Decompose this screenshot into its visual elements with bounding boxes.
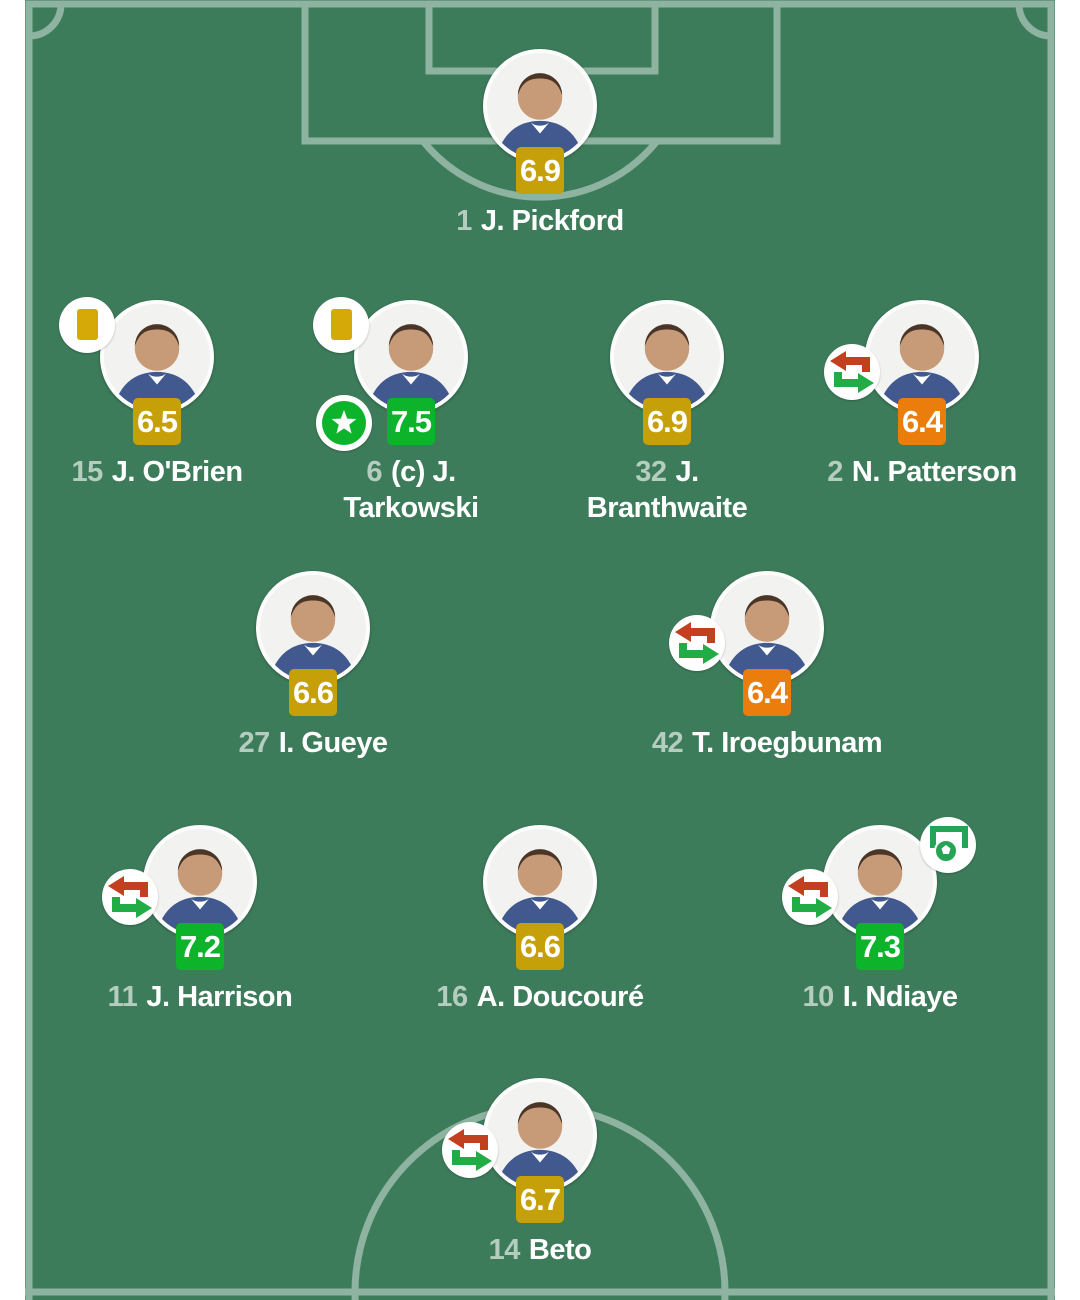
rating-badge: 7.3 (856, 923, 904, 970)
player-name: 11 J. Harrison (70, 979, 330, 1015)
rating-badge: 6.6 (289, 669, 337, 716)
rating-badge: 7.5 (387, 398, 435, 445)
player-card[interactable]: 6.7 14 Beto (410, 1078, 670, 1268)
player-card[interactable]: 6.6 27 I. Gueye (183, 571, 443, 761)
rating-badge: 6.9 (643, 398, 691, 445)
shirt-number: 32 (635, 456, 667, 488)
player-name-text: (c) J. (390, 456, 456, 488)
rating-badge: 6.5 (133, 398, 181, 445)
rating-badge: 6.4 (898, 398, 946, 445)
shirt-number: 42 (651, 727, 684, 759)
player-avatar-wrap (102, 825, 257, 939)
player-name: 15 J. O'Brien (27, 454, 287, 490)
shirt-number: 16 (436, 981, 468, 1013)
yellow-card-icon (59, 297, 115, 353)
shirt-number: 11 (107, 981, 138, 1013)
shirt-number: 2 (827, 456, 843, 488)
player-photo (143, 825, 257, 939)
player-name-line1: 16 A. Doucouré (410, 979, 670, 1015)
player-name: 27 I. Gueye (183, 725, 443, 761)
player-name-line1: 6 (c) J. (281, 454, 541, 490)
player-photo (483, 1078, 597, 1192)
man-of-the-match-icon (316, 395, 372, 451)
player-name-text: Beto (528, 1234, 592, 1266)
player-name-text: T. Iroegbunam (692, 727, 883, 759)
player-name: 10 I. Ndiaye (750, 979, 1010, 1015)
player-name-line1: 11 J. Harrison (70, 979, 330, 1015)
player-name: 32 J. Branthwaite (537, 454, 797, 526)
player-avatar-wrap (59, 297, 214, 414)
yellow-card-icon (313, 297, 369, 353)
substitution-icon (824, 344, 880, 400)
player-avatar-wrap (483, 49, 597, 163)
player-card[interactable]: 6.9 1 J. Pickford (410, 49, 670, 239)
player-avatar-wrap (442, 1078, 597, 1192)
player-card[interactable]: 7.3 10 I. Ndiaye (750, 817, 1010, 1015)
player-card[interactable]: 7.2 11 J. Harrison (70, 825, 330, 1015)
player-avatar-wrap (610, 300, 724, 414)
player-name-line2: Branthwaite (586, 492, 748, 524)
shirt-number: 15 (71, 456, 103, 488)
player-name-line1: 27 I. Gueye (183, 725, 443, 761)
player-name: 6 (c) J. Tarkowski (281, 454, 541, 526)
player-name-text: J. (675, 456, 700, 488)
rating-badge: 7.2 (176, 923, 224, 970)
player-photo (483, 49, 597, 163)
player-name-line1: 42 T. Iroegbunam (637, 725, 897, 761)
substitution-icon (102, 869, 158, 925)
player-name-line1: 10 I. Ndiaye (750, 979, 1010, 1015)
player-photo (865, 300, 979, 414)
player-photo (710, 571, 824, 685)
player-card[interactable]: 6.4 2 N. Patterson (792, 300, 1052, 490)
player-name: 42 T. Iroegbunam (637, 725, 897, 761)
substitution-icon (669, 615, 725, 671)
shirt-number: 27 (238, 727, 270, 759)
player-card[interactable]: 6.9 32 J. Branthwaite (537, 300, 797, 526)
rating-badge: 6.9 (516, 147, 564, 194)
player-name-line1: 14 Beto (410, 1232, 670, 1268)
substitution-icon (442, 1122, 498, 1178)
rating-badge: 6.6 (516, 923, 564, 970)
player-photo (610, 300, 724, 414)
player-avatar-wrap (669, 571, 824, 685)
player-name: 2 N. Patterson (792, 454, 1052, 490)
shirt-number: 14 (488, 1234, 521, 1266)
player-name-line1: 15 J. O'Brien (27, 454, 287, 490)
player-avatar-wrap (824, 300, 979, 414)
player-name-text: N. Patterson (851, 456, 1017, 488)
player-avatar-wrap (483, 825, 597, 939)
player-name-text: I. Ndiaye (842, 981, 958, 1013)
player-avatar-wrap (256, 571, 370, 685)
player-card[interactable]: 6.6 16 A. Doucouré (410, 825, 670, 1015)
shirt-number: 6 (366, 456, 382, 488)
player-name-line1: 1 J. Pickford (410, 203, 670, 239)
player-name-text: A. Doucouré (476, 981, 644, 1013)
player-name-line2: Tarkowski (343, 492, 479, 524)
player-name: 1 J. Pickford (410, 203, 670, 239)
player-name-text: J. Pickford (480, 205, 624, 237)
player-avatar-wrap (782, 817, 976, 939)
player-name-text: I. Gueye (278, 727, 388, 759)
rating-badge: 6.7 (516, 1176, 564, 1223)
player-photo (483, 825, 597, 939)
player-photo (100, 300, 214, 414)
shirt-number: 1 (456, 205, 472, 237)
player-card[interactable]: 6.4 42 T. Iroegbunam (637, 571, 897, 761)
player-card[interactable]: 7.5 6 (c) J. Tarkowski (281, 297, 541, 526)
player-avatar-wrap (313, 297, 468, 451)
player-name-text: J. O'Brien (111, 456, 243, 488)
player-name-text: J. Harrison (146, 981, 293, 1013)
player-photo (256, 571, 370, 685)
player-name-line1: 2 N. Patterson (792, 454, 1052, 490)
substitution-icon (782, 869, 838, 925)
rating-badge: 6.4 (743, 669, 791, 716)
player-name-line1: 32 J. (537, 454, 797, 490)
goal-icon (920, 817, 976, 873)
player-name: 16 A. Doucouré (410, 979, 670, 1015)
player-name: 14 Beto (410, 1232, 670, 1268)
shirt-number: 10 (802, 981, 834, 1013)
player-card[interactable]: 6.5 15 J. O'Brien (27, 297, 287, 490)
